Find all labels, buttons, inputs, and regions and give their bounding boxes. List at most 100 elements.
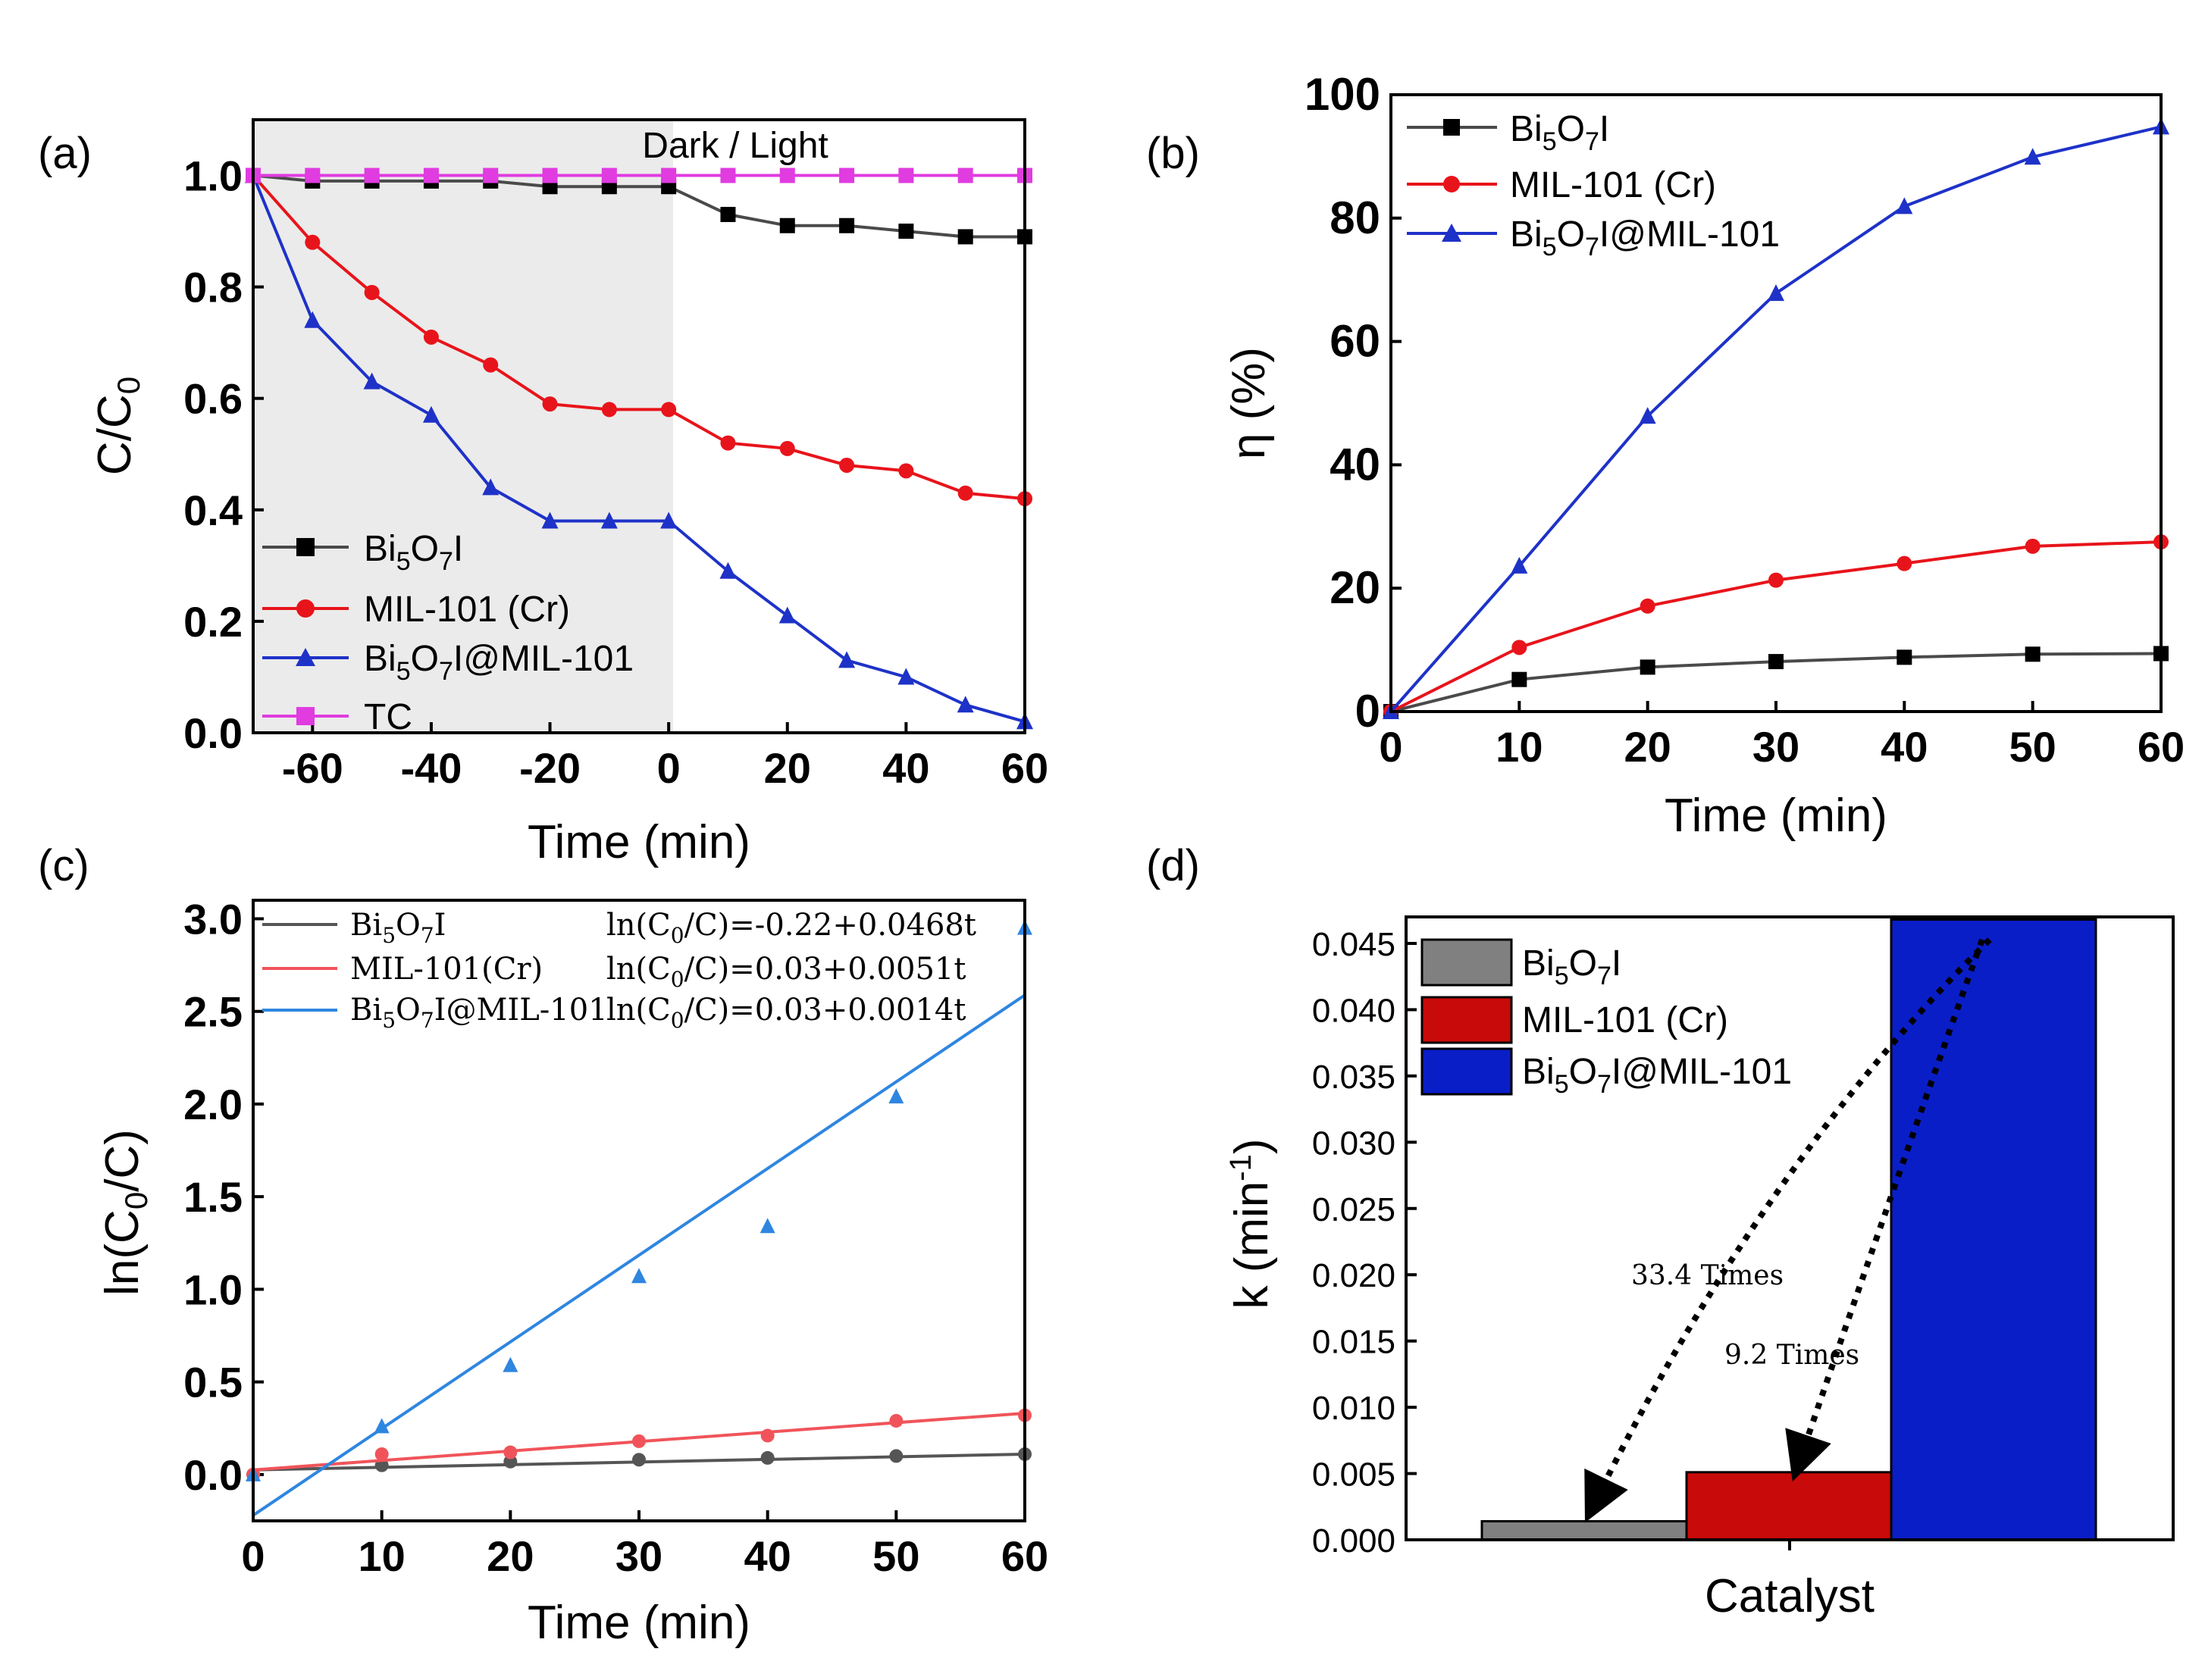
- panel-c-frame: [252, 899, 1026, 1522]
- data-point-comp: [482, 478, 500, 496]
- panel-d-legend: Bi5O7I MIL-101 (Cr) Bi5O7I@MIL-101: [1420, 938, 1792, 1099]
- panel-b: (b) 0 10 20 30 40 50 60 0 20 40 60 80 100 Time (min)…: [1146, 69, 2185, 842]
- x-tick-label: -20: [519, 744, 581, 792]
- x-tick-label: 0: [1379, 723, 1402, 771]
- data-point-bi: [1896, 649, 1912, 665]
- data-point-bi: [720, 207, 736, 223]
- annotation-33-times: 33.4 Times: [1631, 1260, 1784, 1291]
- panel-a-frame: [252, 118, 1026, 734]
- data-point-comp: [374, 1418, 390, 1434]
- x-tick-label: 40: [882, 744, 929, 792]
- data-point-tc: [305, 167, 321, 183]
- data-point-mil: [483, 357, 499, 373]
- panel-c-ticks: 0 10 20 30 40 50 60 0.0 0.5 1.0 1.5 2.0 2.5 3.0: [183, 895, 1048, 1580]
- panel-b-xlabel: Time (min): [1665, 790, 1887, 842]
- data-point-bi: [1511, 671, 1527, 687]
- y-tick-label: 1.5: [183, 1173, 243, 1221]
- data-point-bi: [779, 217, 795, 233]
- data-point-tc: [839, 167, 855, 183]
- legend-d-composite: Bi5O7I@MIL-101: [1522, 1052, 1792, 1099]
- data-point-tc: [423, 167, 439, 183]
- panel-c-xlabel: Time (min): [528, 1597, 750, 1649]
- panel-a-ylabel: C/C0: [89, 377, 146, 475]
- series-line-mil: [252, 174, 1026, 501]
- panel-b-frame: [1389, 93, 2163, 713]
- y-tick-label: 0.035: [1312, 1059, 1395, 1096]
- data-point-comp: [888, 1088, 904, 1104]
- data-point-mil: [2025, 538, 2041, 554]
- y-tick-label: 60: [1330, 316, 1380, 367]
- panel-b-ticks: 0 10 20 30 40 50 60 0 20 40 60 80 100: [1305, 69, 2185, 771]
- x-tick-label: 20: [487, 1532, 534, 1580]
- y-tick-label: 0.005: [1312, 1456, 1395, 1494]
- data-point-comp: [1639, 407, 1656, 424]
- y-tick-label: 0.4: [183, 486, 243, 534]
- panel-d: (d) 0.0000.0050.0100.0150.0200.0250.0300…: [1146, 841, 2175, 1622]
- bar-0: [1480, 1520, 1688, 1541]
- y-tick-label: 2.0: [183, 1081, 243, 1128]
- legend-a-tc: TC: [364, 697, 412, 737]
- panel-c-legend: Bi5O7I MIL-101(Cr) Bi5O7I@MIL-101 ln(C0/…: [262, 908, 976, 1033]
- panel-a-xlabel: Time (min): [528, 816, 750, 868]
- data-point-mil: [1640, 598, 1655, 614]
- data-point-bi: [1640, 659, 1655, 675]
- panel-d-ticks: 0.000 0.005 0.010 0.015 0.020 0.025 0.030 0.035…: [1312, 926, 1791, 1560]
- data-point-comp: [838, 651, 856, 668]
- data-point-comp: [304, 311, 321, 328]
- data-point-comp: [1896, 197, 1913, 214]
- data-point-comp: [778, 606, 796, 624]
- x-tick-label: 30: [615, 1532, 662, 1580]
- data-point-mil: [889, 1413, 904, 1428]
- y-tick-label: 1.0: [183, 1265, 243, 1313]
- data-point-mil: [720, 435, 736, 451]
- panel-a-plot: [245, 166, 1033, 730]
- data-point-comp: [1768, 284, 1784, 302]
- y-tick-label: 0.0: [183, 709, 243, 757]
- data-point-mil: [374, 1447, 389, 1461]
- x-tick-label: 0: [241, 1532, 265, 1580]
- legend-c-composite: Bi5O7I@MIL-101: [350, 993, 608, 1033]
- x-tick-label: 0: [657, 744, 681, 792]
- dark-light-annotation: Dark / Light: [642, 126, 828, 166]
- legend-a-composite: Bi5O7I@MIL-101: [364, 639, 634, 686]
- data-point-bi: [2025, 646, 2041, 662]
- panel-c-plot: [246, 919, 1032, 1517]
- y-tick-label: 0.020: [1312, 1257, 1395, 1294]
- panel-c-ylabel: ln(C0/C): [96, 1129, 154, 1296]
- y-tick-label: 40: [1330, 439, 1380, 490]
- arrow-33-times: [1584, 937, 1992, 1523]
- data-point-tc: [661, 167, 677, 183]
- y-tick-label: 0.000: [1312, 1522, 1395, 1560]
- y-tick-label: 0.030: [1312, 1125, 1395, 1162]
- x-tick-label: 60: [1001, 1532, 1048, 1580]
- y-tick-label: 20: [1330, 562, 1380, 613]
- panel-d-label: (d): [1146, 841, 1200, 890]
- data-point-mil: [779, 440, 795, 456]
- panel-b-ylabel: η (%): [1223, 347, 1275, 459]
- data-point-bi: [1768, 654, 1784, 670]
- data-point-mil: [1511, 640, 1527, 655]
- data-point-tc: [542, 167, 558, 183]
- data-point-bi: [889, 1449, 904, 1463]
- data-point-mil: [661, 402, 677, 418]
- x-tick-label: -60: [282, 744, 343, 792]
- data-point-tc: [779, 167, 795, 183]
- equation-composite: ln(C0/C)=0.03+0.0014t: [606, 993, 966, 1033]
- panel-a-legend: Bi5O7I MIL-101 (Cr) Bi5O7I@MIL-101 TC: [262, 529, 634, 737]
- y-tick-label: 0.8: [183, 264, 243, 311]
- legend-b-composite: Bi5O7I@MIL-101: [1510, 214, 1780, 261]
- y-tick-label: 0: [1355, 686, 1380, 737]
- data-point-tc: [720, 167, 736, 183]
- data-point-mil: [503, 1445, 518, 1459]
- data-point-tc: [364, 167, 380, 183]
- panel-a: (a) Dark / Light -60 -40 -20 0 20 40 60 0.0 0.2 0…: [38, 118, 1048, 868]
- y-tick-label: 0.015: [1312, 1324, 1395, 1361]
- data-point-mil: [957, 485, 973, 501]
- data-point-tc: [483, 167, 499, 183]
- panel-d-ylabel: k (min-1): [1224, 1138, 1278, 1309]
- y-tick-label: 2.5: [183, 988, 243, 1036]
- data-point-tc: [957, 167, 973, 183]
- data-point-tc: [601, 167, 617, 183]
- data-point-bi: [957, 229, 973, 245]
- data-point-bi: [839, 217, 855, 233]
